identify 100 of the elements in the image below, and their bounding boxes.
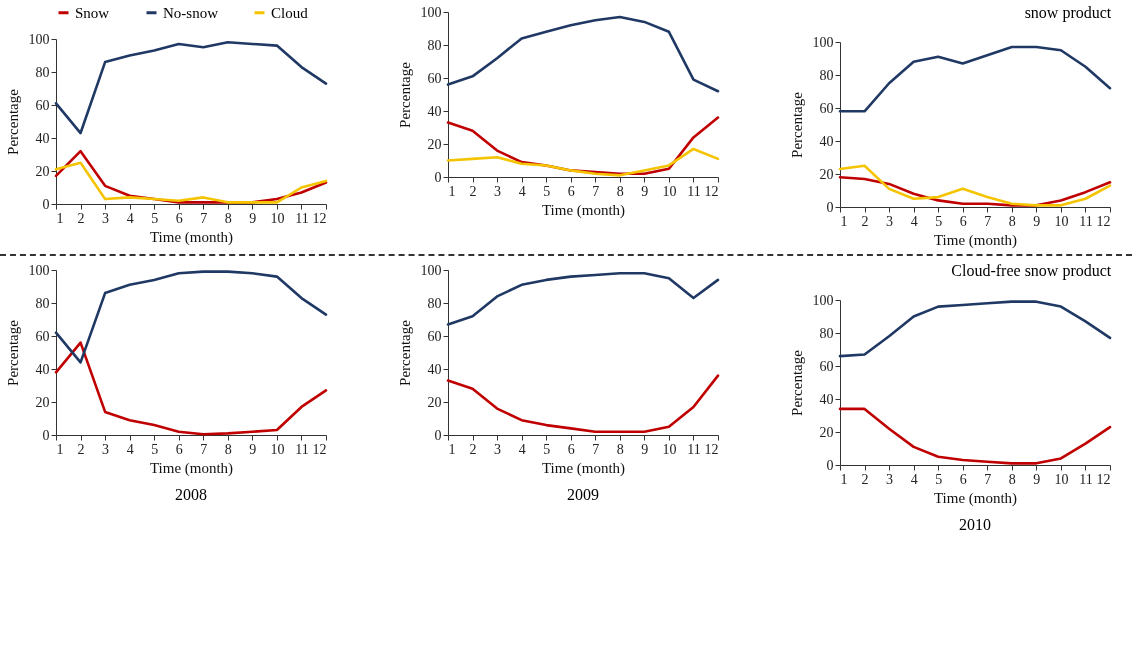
- y-tick-label: 80: [35, 295, 50, 311]
- x-tick-label: 10: [1054, 213, 1069, 229]
- y-tick-label: 60: [427, 328, 442, 344]
- y-tick-label: 60: [35, 328, 50, 344]
- line-series: [54, 41, 328, 135]
- x-tick-label: 6: [175, 441, 183, 457]
- y-tick-label: 100: [28, 262, 50, 278]
- legend-label: Snow: [75, 4, 110, 21]
- x-tick-label: 2: [469, 183, 477, 199]
- x-tick-label: 9: [249, 210, 257, 226]
- x-tick-label: 12: [704, 441, 719, 457]
- y-tick-label: 20: [819, 166, 834, 182]
- line-series: [54, 270, 328, 364]
- y-tick-label: 20: [819, 424, 834, 440]
- text: 2008: [175, 486, 207, 503]
- text: 2009: [567, 486, 599, 503]
- y-tick-label: 40: [35, 130, 50, 146]
- x-tick-label: 3: [494, 183, 502, 199]
- x-tick-label: 8: [224, 441, 232, 457]
- line-series: [446, 272, 720, 326]
- x-tick-label: 3: [494, 441, 502, 457]
- x-tick-label: 7: [984, 213, 992, 229]
- y-tick-label: 40: [819, 133, 834, 149]
- x-tick-label: 10: [270, 441, 285, 457]
- x-tick-label: 8: [224, 210, 232, 226]
- line-series: [838, 45, 1112, 113]
- y-tick-label: 60: [35, 97, 50, 113]
- x-tick-label: 6: [567, 183, 575, 199]
- y-tick-label: 80: [35, 64, 50, 80]
- x-tick-label: 12: [704, 183, 719, 199]
- y-tick-label: 20: [35, 394, 50, 410]
- x-tick-label: 4: [910, 213, 918, 229]
- x-tick-label: 11: [687, 183, 701, 199]
- x-tick-label: 10: [270, 210, 285, 226]
- x-axis-title: Time (month): [541, 459, 626, 477]
- x-tick-label: 5: [935, 471, 943, 487]
- x-tick-label: 5: [543, 183, 551, 199]
- x-tick-label: 3: [886, 471, 894, 487]
- line-series: [838, 300, 1112, 358]
- x-tick-label: 2: [861, 471, 869, 487]
- y-axis-title: Percentage: [396, 319, 413, 386]
- x-tick-label: 6: [959, 213, 967, 229]
- y-axis-title: Percentage: [788, 91, 805, 158]
- chart-title: snow product: [1024, 4, 1112, 22]
- x-tick-label: 7: [984, 471, 992, 487]
- x-tick-label: 1: [56, 441, 64, 457]
- y-tick-label: 80: [819, 325, 834, 341]
- x-axis-title: Time (month): [933, 489, 1018, 507]
- x-tick-label: 4: [518, 441, 526, 457]
- x-tick-label: 12: [312, 210, 327, 226]
- x-axis-title: Time (month): [933, 231, 1018, 249]
- x-tick-label: 5: [543, 441, 551, 457]
- x-tick-label: 5: [151, 210, 159, 226]
- y-tick-label: 0: [42, 196, 50, 212]
- x-tick-label: 1: [448, 441, 456, 457]
- x-tick-label: 1: [56, 210, 64, 226]
- x-tick-label: 2: [861, 213, 869, 229]
- line-series: [446, 15, 720, 93]
- y-tick-label: 60: [819, 100, 834, 116]
- x-tick-label: 9: [1033, 213, 1041, 229]
- y-tick-label: 0: [826, 457, 834, 473]
- y-tick-label: 60: [427, 70, 442, 86]
- x-tick-label: 3: [102, 210, 110, 226]
- x-tick-label: 4: [910, 471, 918, 487]
- x-tick-label: 3: [102, 441, 110, 457]
- x-tick-label: 12: [1096, 471, 1111, 487]
- y-tick-label: 40: [819, 391, 834, 407]
- x-axis-title: Time (month): [541, 201, 626, 219]
- x-tick-label: 6: [567, 441, 575, 457]
- x-tick-label: 12: [1096, 213, 1111, 229]
- x-tick-label: 7: [592, 183, 600, 199]
- x-tick-label: 11: [1079, 471, 1093, 487]
- x-axis-title: Time (month): [149, 459, 234, 477]
- y-tick-label: 80: [819, 67, 834, 83]
- x-tick-label: 11: [295, 210, 309, 226]
- x-tick-label: 8: [1008, 213, 1016, 229]
- x-tick-label: 1: [840, 471, 848, 487]
- y-tick-label: 0: [434, 169, 442, 185]
- y-tick-label: 0: [826, 199, 834, 215]
- y-tick-label: 40: [427, 361, 442, 377]
- x-tick-label: 11: [1079, 213, 1093, 229]
- x-tick-label: 7: [200, 210, 208, 226]
- x-tick-label: 4: [518, 183, 526, 199]
- y-tick-label: 100: [420, 4, 442, 20]
- y-tick-label: 20: [427, 394, 442, 410]
- y-axis-title: Percentage: [4, 319, 21, 386]
- x-tick-label: 8: [616, 183, 624, 199]
- y-tick-label: 100: [28, 31, 50, 47]
- y-tick-label: 100: [420, 262, 442, 278]
- x-tick-label: 1: [840, 213, 848, 229]
- x-tick-label: 10: [662, 441, 677, 457]
- x-tick-label: 5: [151, 441, 159, 457]
- x-tick-label: 9: [641, 183, 649, 199]
- x-tick-label: 5: [935, 213, 943, 229]
- x-tick-label: 10: [662, 183, 677, 199]
- y-tick-label: 40: [427, 103, 442, 119]
- x-tick-label: 10: [1054, 471, 1069, 487]
- legend-label: Cloud: [271, 4, 309, 21]
- y-axis-title: Percentage: [788, 349, 805, 416]
- y-tick-label: 0: [434, 427, 442, 443]
